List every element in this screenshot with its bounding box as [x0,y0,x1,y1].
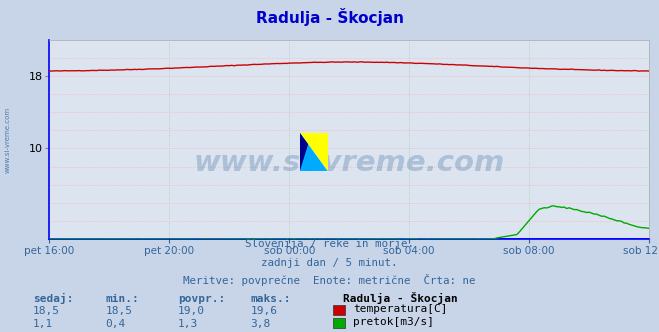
Text: temperatura[C]: temperatura[C] [353,304,447,314]
Text: Slovenija / reke in morje.: Slovenija / reke in morje. [245,239,414,249]
Text: 0,4: 0,4 [105,319,126,329]
Text: 1,1: 1,1 [33,319,53,329]
Text: pretok[m3/s]: pretok[m3/s] [353,317,434,327]
Text: www.si-vreme.com: www.si-vreme.com [5,106,11,173]
Polygon shape [300,133,308,171]
Text: 19,0: 19,0 [178,306,205,316]
Polygon shape [300,133,328,171]
Text: maks.:: maks.: [250,294,291,304]
Text: 3,8: 3,8 [250,319,271,329]
Text: 19,6: 19,6 [250,306,277,316]
Text: min.:: min.: [105,294,139,304]
Text: www.si-vreme.com: www.si-vreme.com [194,149,505,177]
Text: povpr.:: povpr.: [178,294,225,304]
Text: 18,5: 18,5 [33,306,60,316]
Text: zadnji dan / 5 minut.: zadnji dan / 5 minut. [261,258,398,268]
Text: Radulja - Škocjan: Radulja - Škocjan [256,8,403,26]
Text: 18,5: 18,5 [105,306,132,316]
Polygon shape [300,133,328,171]
Text: sedaj:: sedaj: [33,293,73,304]
Text: Radulja - Škocjan: Radulja - Škocjan [343,292,457,304]
Text: 1,3: 1,3 [178,319,198,329]
Text: Meritve: povprečne  Enote: metrične  Črta: ne: Meritve: povprečne Enote: metrične Črta:… [183,274,476,286]
